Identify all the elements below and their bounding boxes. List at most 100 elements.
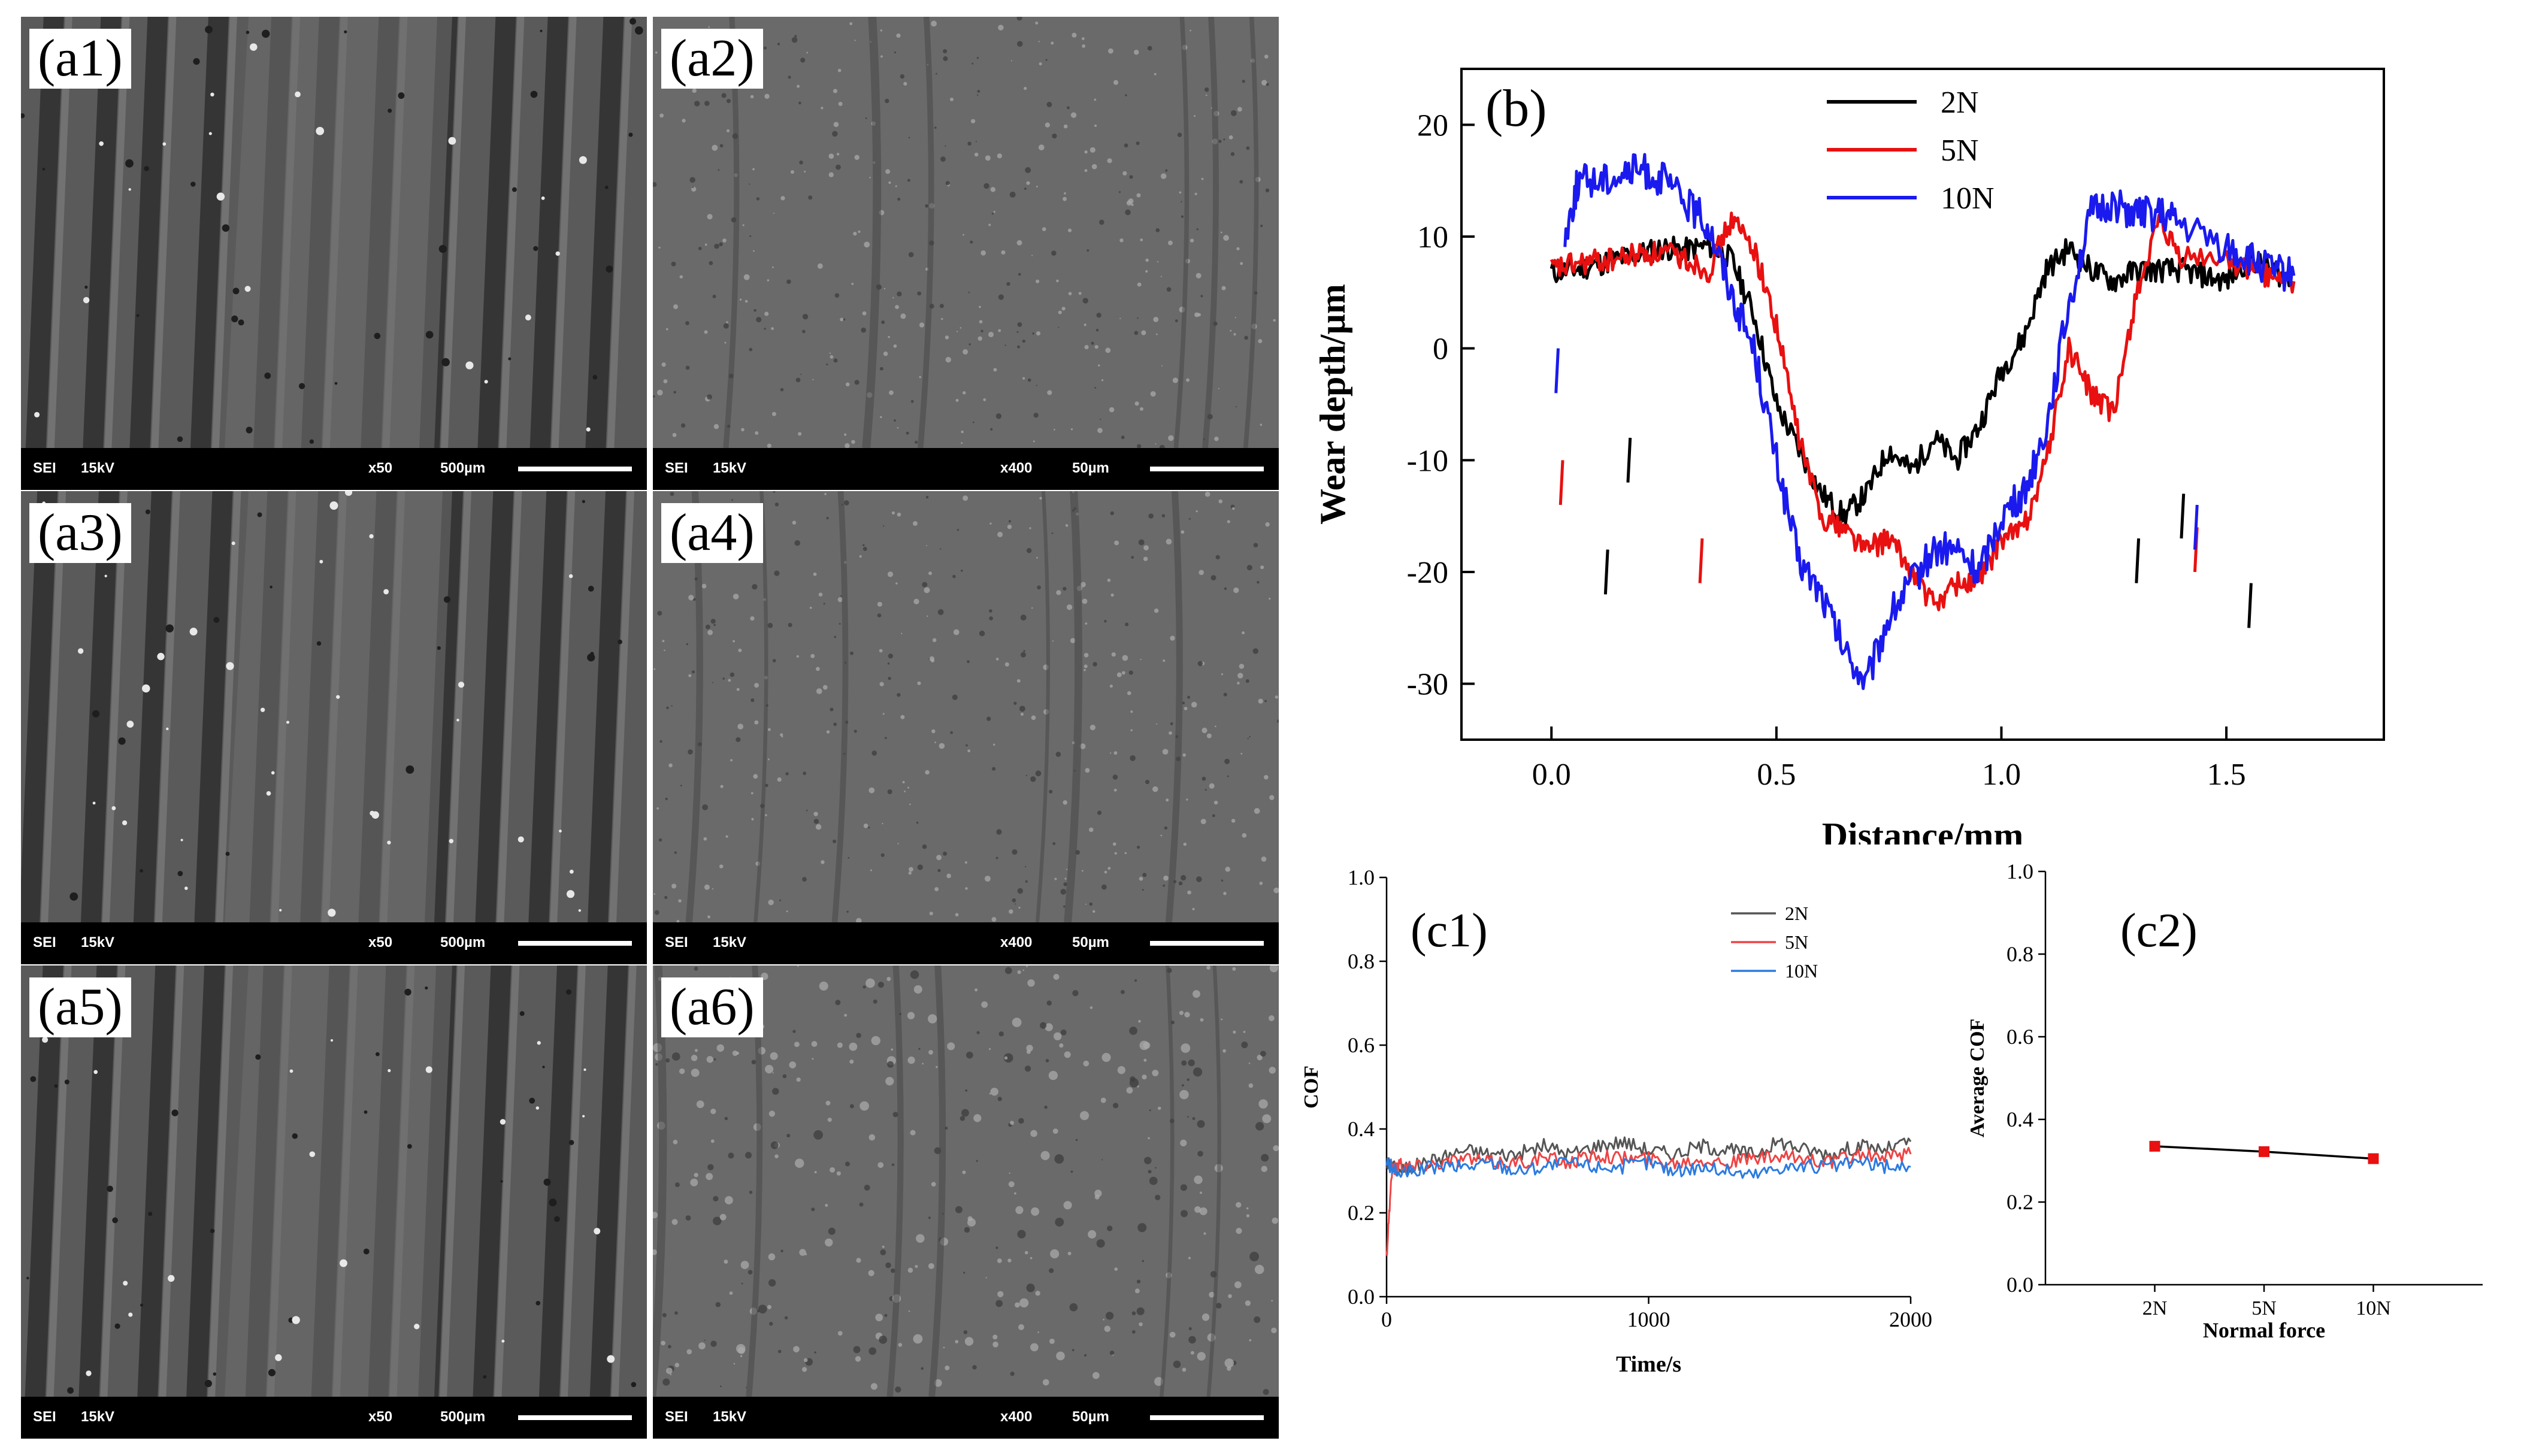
surface-grain [1036,279,1040,283]
surface-grain [1109,685,1113,688]
surface-grain [834,293,840,298]
surface-grain [1181,530,1185,534]
surface-grain [1230,329,1232,332]
surface-grain [1161,514,1166,517]
surface-grain [1225,867,1230,872]
surface-grain [1015,903,1016,905]
surface-grain [1218,499,1222,504]
surface-grain [1200,819,1206,825]
surface-grain [1220,231,1222,234]
surface-grain [1152,786,1158,792]
surface-grain [1155,443,1157,445]
surface-grain [1205,94,1207,96]
surface-grain [925,495,929,499]
debris-particle [177,871,183,876]
surface-grain [1094,98,1097,101]
debris-particle [388,108,392,113]
surface-grain [979,630,985,637]
surface-grain [752,584,758,590]
debris-particle [184,886,188,890]
surface-grain [1016,331,1019,333]
surface-grain [743,274,750,280]
surface-grain [1181,215,1184,218]
wear-groove [78,965,117,1397]
surface-grain [667,1345,671,1349]
surface-grain [1163,884,1166,887]
surface-grain [967,1218,976,1227]
surface-grain [998,1031,1004,1037]
debris-particle [231,541,235,546]
surface-grain [729,1291,733,1295]
surface-grain [661,362,666,367]
surface-grain [893,344,897,348]
surface-grain [1236,1202,1242,1208]
surface-grain [733,640,735,643]
surface-grain [1003,1053,1013,1063]
surface-grain [854,155,860,161]
surface-grain [960,1116,966,1121]
panel-label: (b) [1485,80,1547,138]
surface-grain [977,90,980,93]
surface-grain [1042,1379,1049,1386]
surface-grain [1191,701,1197,708]
surface-grain [934,887,939,892]
sem-scale-bar [518,467,632,471]
surface-grain [973,1114,982,1122]
surface-grain [833,722,837,727]
surface-grain [961,570,963,572]
debris-particle [262,29,270,38]
surface-grain [1092,910,1095,913]
surface-grain [1239,664,1245,669]
surface-grain [885,1077,894,1086]
sem-magnification: x50 [368,1409,393,1425]
debris-particle [157,653,165,661]
surface-grain [731,499,734,501]
surface-grain [1206,965,1210,970]
surface-grain [1092,662,1097,667]
surface-grain [685,365,690,370]
wear-groove [186,965,225,1397]
surface-grain [887,1061,894,1068]
surface-grain [1240,752,1243,755]
surface-grain [886,977,891,981]
surface-grain [921,1367,924,1370]
surface-grain [1119,238,1124,243]
surface-grain [1104,1325,1111,1332]
surface-grain [882,1245,885,1248]
surface-grain [936,855,942,861]
micrograph-background [653,17,1279,448]
wear-groove [133,491,172,922]
surface-grain [1092,1372,1100,1379]
surface-grain [771,327,774,330]
surface-grain [1040,1151,1050,1160]
surface-grain [1273,1145,1279,1152]
surface-grain [945,335,949,340]
debris-particle [204,1379,212,1387]
groove-edge [440,965,465,1397]
surface-grain [1066,868,1068,870]
surface-grain [990,1088,998,1096]
surface-grain [836,164,841,170]
surface-grain [854,729,857,733]
surface-grain [891,1048,894,1051]
surface-grain [1117,1066,1125,1074]
surface-grain [715,1301,721,1307]
debris-particle [541,196,545,200]
surface-grain [895,582,898,585]
surface-grain [1199,570,1205,576]
surface-grain [883,351,888,356]
surface-grain [1082,598,1088,604]
debris-particle [111,806,116,810]
surface-grain [716,1044,725,1052]
groove-edge [550,491,576,922]
surface-grain [877,613,882,617]
surface-grain [655,51,658,54]
surface-grain [1114,1267,1118,1271]
surface-grain [972,1365,977,1370]
sem-info-bar: SEI 15kV x50 500µm [21,922,647,964]
surface-grain [1126,1087,1133,1094]
surface-grain [887,662,890,665]
surface-grain [747,1270,753,1275]
surface-grain [1090,725,1095,731]
debris-particle [542,1065,545,1068]
